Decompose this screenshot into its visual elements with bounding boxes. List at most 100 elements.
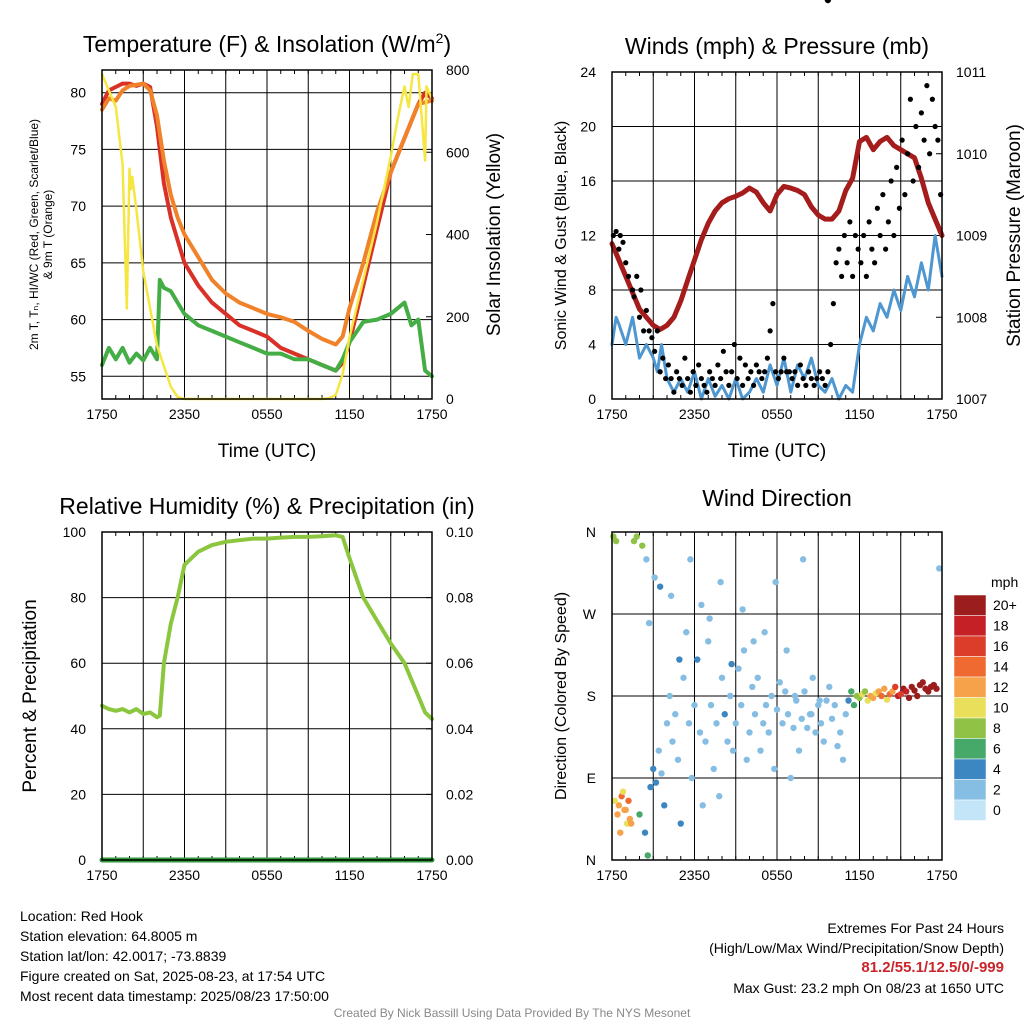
gust-point xyxy=(935,137,941,143)
gust-point xyxy=(877,232,883,239)
x-axis-label: Time (UTC) xyxy=(728,441,827,462)
direction-point xyxy=(848,688,855,695)
direction-point xyxy=(717,578,724,586)
gust-point xyxy=(894,164,900,170)
legend-swatch xyxy=(953,615,987,637)
direction-point xyxy=(892,683,899,691)
direction-point xyxy=(656,583,664,590)
direction-point xyxy=(812,729,819,736)
legend-swatch xyxy=(953,697,987,719)
direction-point xyxy=(735,665,742,672)
y-tick-label: S xyxy=(587,688,596,704)
direction-point xyxy=(824,0,832,4)
extremes-values: 81.2/55.1/12.5/0/-999 xyxy=(861,959,1004,976)
legend-label: 12 xyxy=(993,679,1009,695)
gust-point xyxy=(822,382,828,388)
direction-point xyxy=(721,711,728,718)
direction-point xyxy=(784,711,792,718)
series-wind xyxy=(610,234,944,401)
direction-point xyxy=(798,715,805,722)
gust-point xyxy=(701,382,707,388)
gust-point xyxy=(636,314,643,320)
gust-point xyxy=(830,301,836,307)
direction-point xyxy=(718,674,726,681)
legend-label: 0 xyxy=(993,802,1001,818)
y2-tick-label: 0.00 xyxy=(446,852,473,868)
direction-point xyxy=(628,820,635,827)
y-tick-label: 0 xyxy=(78,852,86,868)
gust-point xyxy=(918,110,924,116)
x-tick-label: 0550 xyxy=(761,406,792,422)
legend-swatch xyxy=(953,799,987,821)
x-tick-label: 2350 xyxy=(679,867,710,883)
y2-tick-label: 600 xyxy=(446,144,470,160)
direction-point xyxy=(754,674,761,681)
y2-tick-label: 1011 xyxy=(956,64,986,80)
gust-point xyxy=(913,123,919,130)
gust-point xyxy=(665,362,671,368)
humidity-precipitation-chart: 1750 2350 0550 1150 17500204060801000.000.02… xyxy=(20,493,475,883)
gust-point xyxy=(671,389,677,395)
gust-point xyxy=(652,348,658,354)
direction-point xyxy=(738,701,745,709)
y-tick-label: 65 xyxy=(70,255,86,271)
y2-tick-label: 0.02 xyxy=(446,786,473,802)
gust-point xyxy=(616,246,622,252)
gust-point xyxy=(833,260,839,266)
gust-point xyxy=(899,137,905,143)
gust-point xyxy=(778,369,784,375)
direction-point xyxy=(691,701,698,709)
gust-point xyxy=(726,382,732,388)
y-tick-label: W xyxy=(583,606,597,622)
direction-point xyxy=(826,683,833,691)
gust-point xyxy=(800,375,806,382)
gust-point xyxy=(836,246,842,252)
extremes-title: Extremes For Past 24 Hours xyxy=(827,920,1004,936)
direction-point xyxy=(817,720,825,727)
direction-point xyxy=(936,565,943,572)
extremes-info: Extremes For Past 24 Hours (High/Low/Max… xyxy=(709,918,1004,998)
direction-point xyxy=(905,694,913,702)
gust-point xyxy=(855,246,861,252)
y-tick-label: 70 xyxy=(70,198,86,214)
gust-point xyxy=(715,362,721,368)
recent-timestamp: Most recent data timestamp: 2025/08/23 1… xyxy=(20,988,329,1004)
direction-point xyxy=(791,692,799,700)
x-tick-label: 1750 xyxy=(926,406,957,422)
legend-swatch xyxy=(953,676,987,698)
x-tick-label: 1750 xyxy=(416,867,447,883)
legend-label: 16 xyxy=(993,638,1009,654)
gust-point xyxy=(814,375,820,382)
gust-point xyxy=(869,246,875,252)
gust-point xyxy=(748,369,754,375)
x-tick-label: 2350 xyxy=(679,406,710,422)
y-tick-label: 12 xyxy=(580,228,596,244)
gust-point xyxy=(693,382,699,388)
legend-swatch xyxy=(953,779,987,801)
direction-point xyxy=(663,720,671,727)
gust-point xyxy=(753,362,759,368)
chart-title: Winds (mph) & Pressure (mb) xyxy=(625,33,929,59)
direction-point xyxy=(639,542,646,549)
y2-axis-label: Station Pressure (Maroon) xyxy=(1004,124,1024,347)
direction-point xyxy=(611,797,618,804)
series-9m-t xyxy=(100,81,434,347)
plot-border xyxy=(611,71,943,400)
direction-point xyxy=(809,674,816,681)
direction-point xyxy=(782,688,789,695)
legend-label: 20+ xyxy=(993,597,1017,613)
direction-point xyxy=(897,690,904,698)
x-tick-label: 1150 xyxy=(334,406,364,422)
direction-point xyxy=(831,701,838,709)
direction-point xyxy=(751,711,759,718)
direction-point xyxy=(727,692,734,700)
direction-point xyxy=(698,601,705,609)
y-tick-label: 24 xyxy=(580,64,596,80)
gust-point xyxy=(630,287,636,293)
direction-point xyxy=(724,738,731,745)
x-tick-label: 0550 xyxy=(761,867,792,883)
direction-point xyxy=(644,852,651,859)
legend-label: 8 xyxy=(993,720,1001,736)
gust-point xyxy=(634,273,640,279)
